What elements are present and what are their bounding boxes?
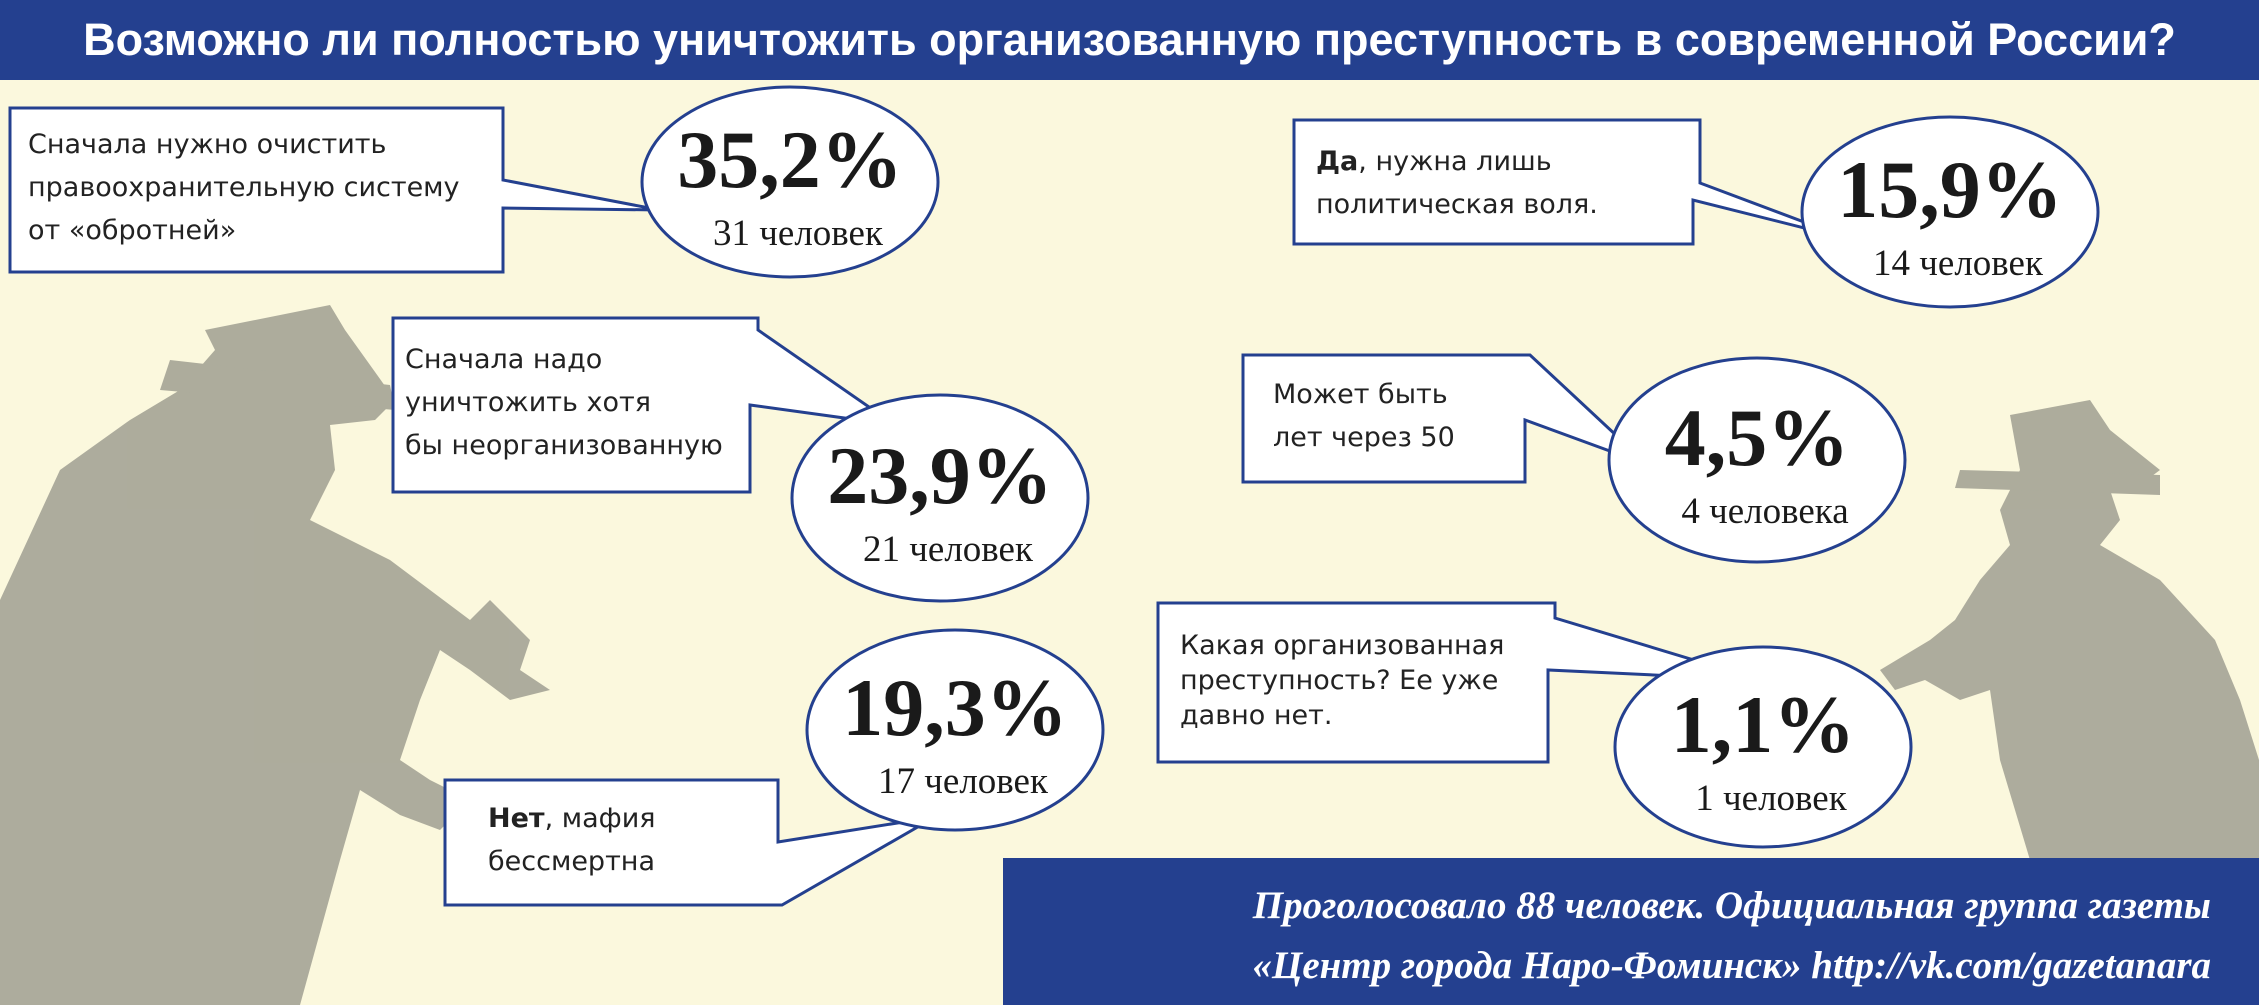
answer-1-text: Сначала нужно очистить правоохранительну…: [28, 123, 460, 252]
answer-6-line-3: давно нет.: [1180, 700, 1333, 731]
answer-6-line-1: Какая организованная: [1180, 630, 1505, 661]
count-label-1: 31 человек: [713, 213, 884, 254]
answer-2-line-1: Сначала надо: [405, 344, 603, 375]
shadow-figure-right: [1880, 400, 2259, 860]
count-label-2: 21 человек: [863, 529, 1034, 570]
answer-1-line-1: Сначала нужно очистить: [28, 129, 387, 160]
answer-3-line-2: бессмертна: [488, 846, 655, 877]
value-ellipse-4: [1800, 115, 2100, 309]
answer-1-line-2: правоохранительную систему: [28, 172, 460, 203]
answer-6-text: Какая организованная преступность? Ее уж…: [1180, 628, 1530, 733]
value-ellipse-5: [1607, 356, 1907, 564]
answer-5-line-2: лет через 50: [1273, 422, 1455, 453]
answer-1-line-3: от «обротней»: [28, 215, 237, 246]
answer-4-line-2: политическая воля.: [1316, 189, 1598, 220]
value-label-2: 23,9%: [827, 430, 1053, 521]
callout-box-6: [1156, 601, 1761, 764]
value-label-5: 4,5%: [1665, 392, 1850, 483]
callout-box-2: [391, 316, 896, 494]
value-label-1: 35,2%: [677, 114, 903, 205]
answer-2-text: Сначала надо уничтожить хотя бы неоргани…: [405, 338, 723, 467]
count-label-5: 4 человека: [1681, 491, 1848, 532]
answer-2-line-2: уничтожить хотя: [405, 387, 651, 418]
answer-4-text: Да, нужна лишь политическая воля.: [1316, 140, 1598, 226]
value-label-3: 19,3%: [842, 662, 1068, 753]
answer-3-bold: Нет: [488, 803, 545, 834]
shadow-figure-left: [0, 305, 550, 1005]
count-label-4: 14 человек: [1873, 243, 2044, 284]
answer-6-line-2: преступность? Ее уже: [1180, 665, 1499, 696]
value-ellipse-6: [1613, 645, 1913, 849]
callout-box-4: [1292, 118, 1853, 246]
answer-5-text: Может быть лет через 50: [1273, 373, 1455, 459]
answer-4-rest: , нужна лишь: [1358, 146, 1552, 177]
answer-5-line-1: Может быть: [1273, 379, 1448, 410]
page-title: Возможно ли полностью уничтожить организ…: [0, 0, 2259, 80]
callout-box-5: [1241, 353, 1650, 484]
value-ellipse-3: [805, 628, 1105, 832]
answer-3-rest: , мафия: [544, 803, 656, 834]
answer-3-text: Нет, мафия бессмертна: [488, 797, 656, 883]
footer-line-1: Проголосовало 88 человек. Официальная гр…: [1252, 884, 2211, 927]
value-label-6: 1,1%: [1671, 679, 1856, 770]
count-label-6: 1 человек: [1695, 778, 1847, 819]
value-ellipse-2: [790, 393, 1090, 603]
footer-banner: Проголосовало 88 человек. Официальная гр…: [1003, 858, 2259, 1005]
answer-4-bold: Да: [1316, 146, 1359, 177]
footer-line-2: «Центр города Наро-Фоминск» http://vk.co…: [1252, 944, 2212, 987]
value-label-4: 15,9%: [1837, 144, 2063, 235]
value-ellipse-1: [640, 85, 940, 279]
count-label-3: 17 человек: [878, 761, 1049, 802]
callout-box-1: [8, 106, 661, 274]
answer-2-line-3: бы неорганизованную: [405, 430, 723, 461]
value-ellipses: 35,2% 31 человек 23,9% 21 человек 19,3% 17 че…: [640, 85, 2100, 849]
